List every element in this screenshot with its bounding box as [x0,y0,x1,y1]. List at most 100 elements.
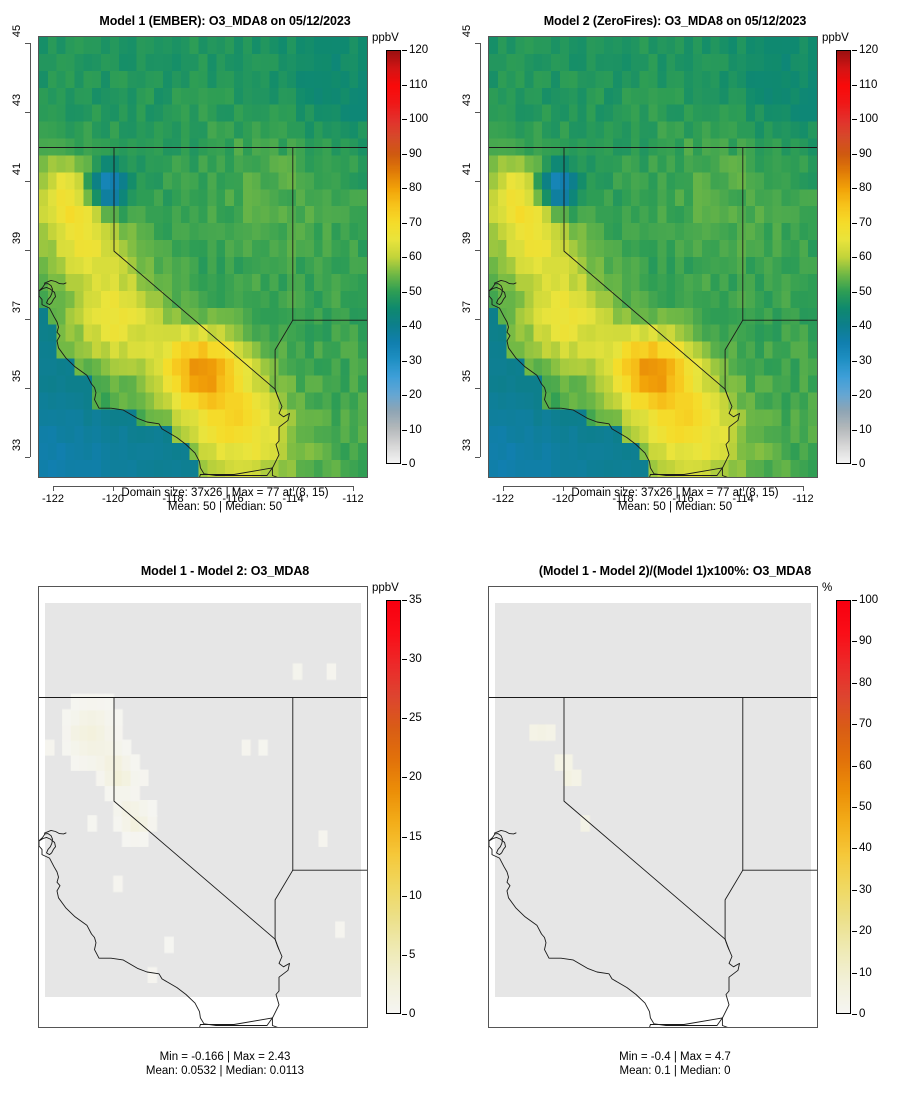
y-axis-tick [25,181,30,183]
colorbar-tick [852,972,857,974]
y-axis-tick-label-wrap: 37 [10,301,24,331]
colorbar-tick [402,395,407,396]
map-plot-model1[interactable] [38,36,368,478]
colorbar-tick-label: 0 [409,1008,416,1020]
x-axis-tick-label: -112 [792,493,814,505]
y-axis-tick-label-wrap: 37 [460,301,474,331]
colorbar-tick-label: 10 [409,889,422,902]
colorbar-tick-label: 110 [859,78,878,91]
x-axis-tick [173,486,174,491]
x-axis-tick [803,486,804,491]
colorbar-tick-label: 100 [409,113,429,125]
colorbar-unit-label: ppbV [822,32,849,44]
colorbar-tick-label: 0 [859,1008,866,1020]
colorbar-tick [852,360,857,362]
y-axis-tick-label: 41 [461,162,473,176]
colorbar-tick [402,291,407,293]
colorbar-tick [402,1014,407,1015]
colorbar-tick [852,807,857,808]
map-boundaries-overlay [489,37,817,477]
colorbar-tick-label: 100 [859,594,879,606]
y-axis-tick-label: 39 [461,231,473,245]
colorbar-tick-label: 25 [409,712,422,725]
colorbar-unit-label: ppbV [372,32,399,44]
panel-model1: Model 1 (EMBER): O3_MDA8 on 05/12/2023 -… [10,8,440,548]
x-axis-tick-label: -116 [672,493,694,505]
y-axis-tick-label: 37 [461,301,473,314]
y-axis-tick [475,457,480,459]
y-axis-tick-label-wrap: 45 [10,25,24,55]
colorbar-tick [852,291,857,293]
x-axis-tick [503,486,504,491]
y-axis-tick-label: 43 [11,93,23,107]
map-plot-difference[interactable] [38,586,368,1028]
panel-caption: Domain size: 37x26 | Max = 77 at (8, 15)… [571,487,779,514]
colorbar-tick [852,765,857,767]
x-axis-tick [113,486,114,491]
colorbar-tick-label: 10 [859,423,872,436]
colorbar-tick [402,464,407,465]
map-plot-percent-difference[interactable] [488,586,818,1028]
colorbar-tick-label: 80 [859,182,872,194]
map-plot-model2[interactable] [488,36,818,478]
y-axis-tick [25,319,30,321]
x-axis-tick-label: -114 [282,493,304,505]
difference-raster [39,587,367,1027]
colorbar-difference: ppbV 0 5 10 15 20 25 30 35 [372,582,438,1028]
panel-title: (Model 1 - Model 2)/(Model 1)x100%: O3_M… [538,564,812,578]
colorbar-tick-label: 0 [409,458,416,470]
colorbar-tick-label: 10 [859,966,872,979]
colorbar-tick-label: 35 [409,594,422,606]
colorbar-tick [852,889,857,891]
colorbar-tick-label: 30 [859,883,872,896]
colorbar-model1: ppbV 0 10 20 30 40 50 60 70 80 90 100 110 120 [372,32,438,478]
colorbar-tick [852,257,857,258]
colorbar-tick [852,50,857,51]
panel-caption: Domain size: 37x26 | Max = 77 at (8, 15)… [121,487,329,514]
colorbar-tick-label: 30 [859,354,872,367]
colorbar-tick-label: 70 [409,216,422,229]
colorbar-tick-label: 80 [409,182,422,194]
colorbar-tick [402,119,407,120]
y-axis-tick-label: 39 [11,231,23,245]
colorbar-tick-label: 50 [859,801,872,813]
colorbar-tick [852,119,857,120]
y-axis-tick-label-wrap: 41 [460,163,474,193]
panel-caption: Min = -0.166 | Max = 2.43 Mean: 0.0532 |… [145,1051,305,1078]
y-axis-tick [475,319,480,321]
colorbar-tick [402,360,407,362]
colorbar-tick-label: 80 [859,676,872,689]
y-axis-tick-label-wrap: 43 [460,94,474,124]
colorbar-tick-label: 100 [859,113,879,125]
y-axis-tick-label-wrap: 39 [10,232,24,262]
colorbar-tick [402,222,407,224]
ozone-raster [489,37,817,477]
x-axis-tick-label: -122 [41,493,65,505]
colorbar-tick [402,600,407,601]
colorbar-tick-label: 110 [409,78,428,91]
colorbar-tick [852,153,857,155]
x-axis-tick-label: -120 [551,493,575,505]
y-axis-tick [475,42,480,44]
colorbar-tick-label: 40 [859,842,872,855]
colorbar-tick-label: 40 [859,320,872,332]
colorbar-tick-label: 120 [859,44,879,56]
y-axis-tick [25,42,30,44]
x-axis-tick-label: -118 [162,493,184,505]
colorbar-tick [852,1014,857,1015]
y-axis-line [30,42,31,458]
colorbar-gradient [836,600,851,1014]
colorbar-tick-label: 10 [409,423,422,436]
colorbar-tick [402,429,407,431]
colorbar-tick-label: 70 [859,718,872,731]
colorbar-gradient [386,600,401,1014]
x-axis-tick-label: -114 [732,493,754,505]
x-axis-tick [743,486,744,491]
y-axis-tick-label: 35 [461,370,473,383]
colorbar-tick [402,153,407,155]
colorbar-tick-label: 20 [409,771,422,784]
x-axis-tick [563,486,564,491]
colorbar-tick-label: 60 [859,251,872,263]
y-axis-tick [475,250,480,252]
y-axis-tick [475,111,480,113]
